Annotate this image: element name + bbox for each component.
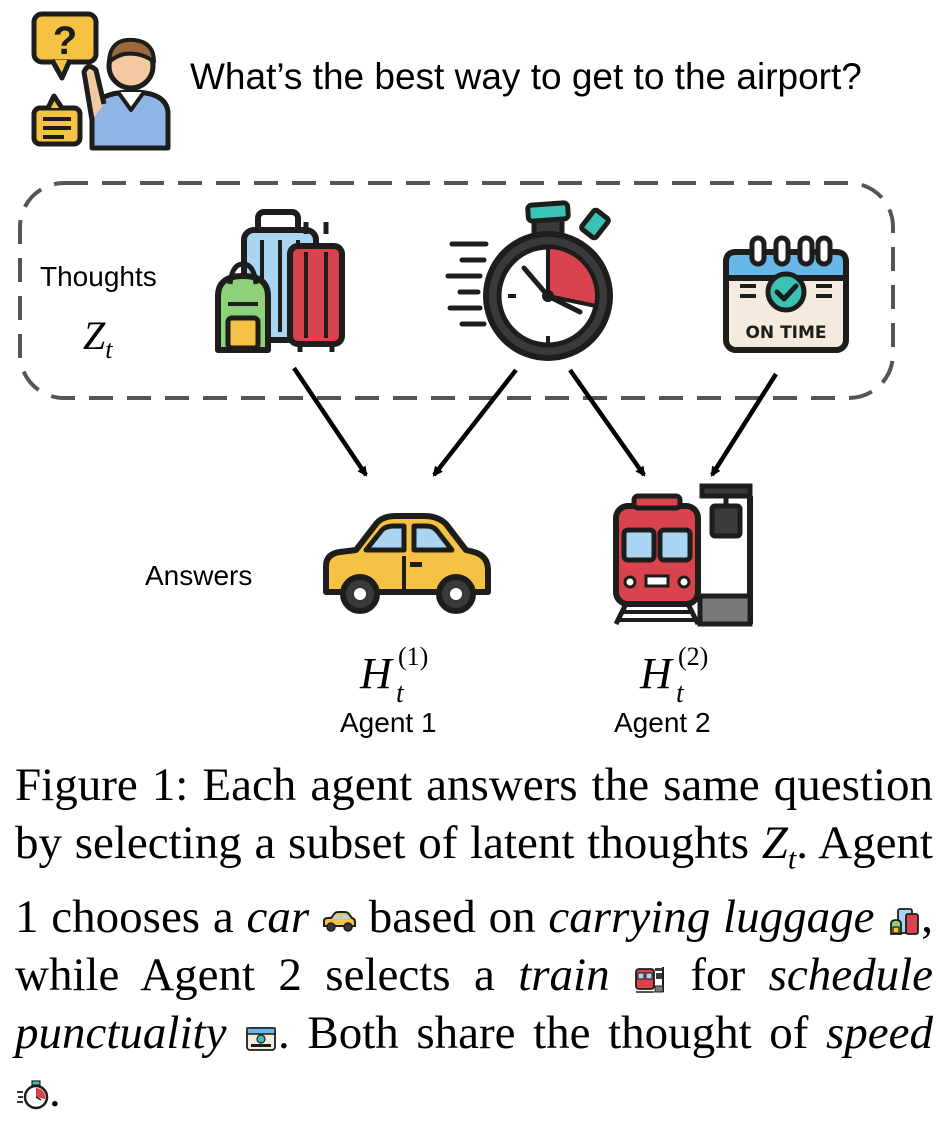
caption-z-symbol: Z	[761, 817, 788, 869]
thoughts-symbol-sub: t	[105, 335, 113, 364]
train-mini-icon	[633, 950, 667, 994]
arrow-luggage-to-car	[292, 366, 368, 477]
agent2-superscript: (2)	[678, 642, 709, 671]
arrow-stopwatch-to-train	[568, 368, 646, 477]
caption-part-4: , while Agent 2 selects a	[15, 891, 934, 1002]
arrow-stopwatch-to-car	[432, 368, 518, 477]
agent1-label: Agent 1	[340, 707, 437, 738]
agent2-symbol: H (2) t	[640, 642, 708, 709]
on-time-calendar-icon: ON TIME	[723, 235, 849, 353]
caption-part-3: based on	[356, 891, 549, 944]
person-question-icon: ?	[31, 11, 171, 151]
thoughts-label: Thoughts	[40, 261, 157, 292]
agent2-subscript: t	[676, 678, 684, 709]
agent1-symbol-letter: H	[360, 649, 392, 698]
agent1-subscript: t	[396, 678, 404, 709]
caption-part-1: Figure 1: Each agent answers the same qu…	[15, 759, 933, 869]
agent1-symbol: H (1) t	[360, 642, 428, 709]
caption-train: train	[518, 949, 610, 1002]
caption-luggage: carrying luggage	[548, 891, 875, 944]
agent2-symbol-letter: H	[640, 649, 672, 698]
stopwatch-mini-icon	[15, 1066, 49, 1110]
figure-diagram: ?	[18, 11, 895, 738]
thoughts-box	[18, 181, 895, 400]
agent1-superscript: (1)	[398, 642, 429, 671]
thoughts-symbol: Zt	[83, 312, 112, 365]
calendar-on-time-text: ON TIME	[745, 323, 826, 343]
calendar-mini-icon	[244, 1008, 278, 1052]
diagram-canvas: ?	[18, 11, 895, 627]
car-icon	[323, 513, 491, 614]
arrow-calendar-to-train	[710, 372, 778, 477]
luggage-mini-icon	[887, 892, 921, 936]
caption-part-7: .	[49, 1065, 61, 1118]
svg-text:?: ?	[53, 19, 77, 63]
stopwatch-icon	[445, 200, 613, 361]
caption-punctuality: schedule punctuality	[15, 949, 933, 1060]
figure-caption: Figure 1: Each agent answers the same qu…	[15, 756, 933, 1120]
answers-label: Answers	[145, 560, 253, 591]
luggage-icon	[215, 209, 345, 353]
question-text: What’s the best way to get to the airpor…	[190, 56, 862, 97]
thoughts-symbol-letter: Z	[83, 313, 106, 358]
train-icon	[613, 483, 753, 627]
arrows	[292, 366, 778, 477]
caption-car: car	[246, 891, 310, 944]
car-mini-icon	[322, 892, 356, 933]
caption-z-sub: t	[787, 842, 797, 876]
caption-part-2: . Agent 1 chooses a	[15, 817, 933, 944]
caption-part-6: . Both share the thought of	[278, 1007, 826, 1060]
caption-speed: speed	[825, 1007, 933, 1060]
agent2-label: Agent 2	[614, 707, 711, 738]
caption-part-5: for	[667, 949, 769, 1002]
